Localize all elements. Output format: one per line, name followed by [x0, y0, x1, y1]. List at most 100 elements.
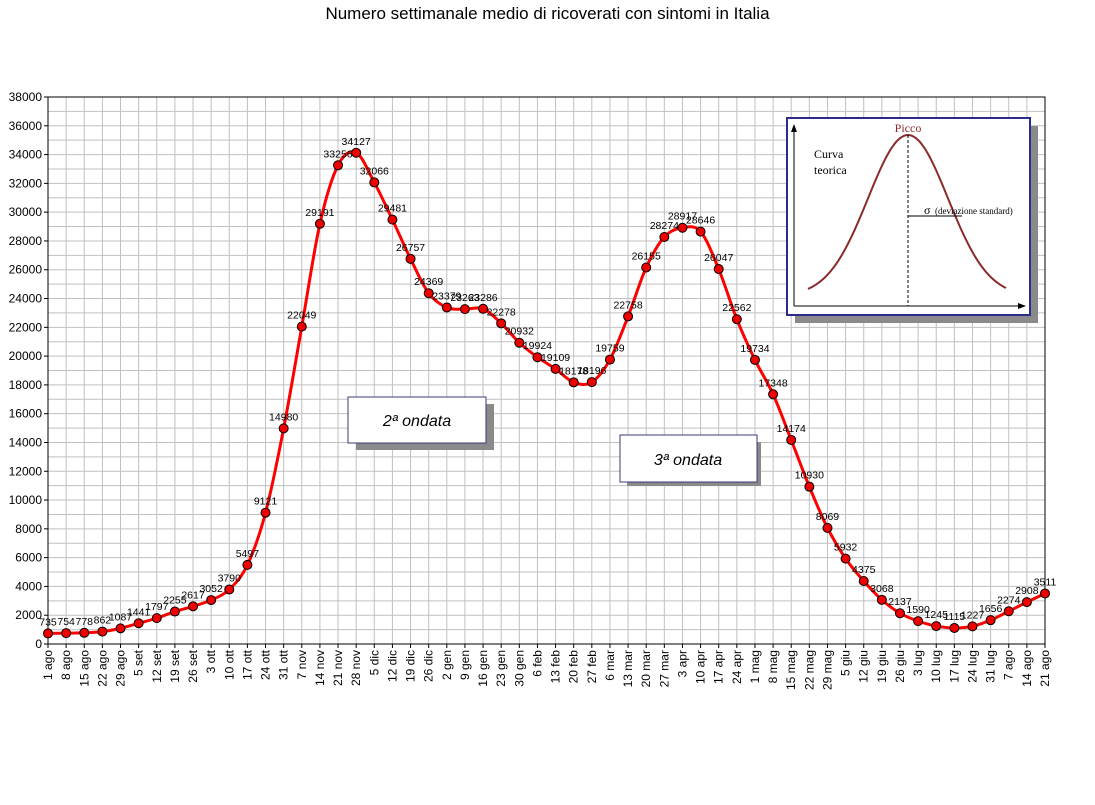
data-point — [586, 377, 597, 388]
data-point — [459, 304, 470, 315]
data-label: 1115 — [943, 611, 965, 623]
data-label: 14980 — [269, 411, 298, 423]
y-tick-label: 38000 — [9, 90, 43, 104]
data-point — [949, 622, 960, 633]
data-label: 5932 — [834, 542, 858, 554]
chart-title: Numero settimanale medio di ricoverati c… — [325, 4, 770, 23]
data-label: 3790 — [218, 572, 242, 584]
y-tick-label: 36000 — [9, 119, 43, 133]
data-label: 22278 — [487, 306, 516, 318]
data-label: 29191 — [305, 207, 334, 219]
data-point — [641, 262, 652, 273]
x-tick-label: 21 ago — [1038, 650, 1052, 687]
data-point — [43, 628, 53, 639]
data-point — [913, 616, 924, 627]
data-point — [478, 303, 489, 314]
annotation-second-wave: 2ª ondata — [347, 396, 494, 450]
data-label: 2137 — [888, 596, 912, 608]
data-label: 1245 — [925, 609, 949, 621]
y-tick-label: 22000 — [9, 320, 43, 334]
x-tick-label: 12 giu — [857, 650, 871, 683]
data-label: 23379 — [432, 290, 461, 302]
data-point — [296, 321, 307, 332]
data-point — [550, 363, 561, 374]
data-point — [79, 627, 90, 638]
data-label: 32066 — [360, 165, 389, 177]
data-point — [1003, 606, 1014, 617]
x-tick-label: 19 giu — [875, 650, 889, 683]
y-tick-label: 14000 — [9, 435, 43, 449]
x-tick-label: 10 lug — [929, 650, 943, 683]
x-tick-label: 8 ago — [59, 650, 73, 680]
data-point — [61, 628, 72, 639]
data-label: 3511 — [1034, 576, 1057, 588]
y-tick-label: 20000 — [9, 349, 43, 363]
data-label: 1590 — [906, 604, 930, 616]
y-tick-label: 18000 — [9, 378, 43, 392]
x-tick-label: 1 mag — [748, 650, 762, 683]
data-label: 754 — [57, 616, 75, 628]
x-tick-label: 30 gen — [512, 650, 526, 687]
y-tick-label: 0 — [35, 637, 42, 651]
data-label: 2255 — [163, 595, 187, 607]
data-label: 26047 — [704, 252, 733, 264]
y-tick-label: 34000 — [9, 148, 43, 162]
x-tick-label: 3 ott — [204, 649, 218, 673]
data-point — [604, 354, 615, 365]
x-tick-label: 6 feb — [530, 650, 544, 677]
data-point — [840, 553, 851, 564]
x-tick-label: 14 ago — [1020, 650, 1034, 687]
data-label: 2617 — [181, 589, 205, 601]
data-label: 24369 — [414, 276, 443, 288]
data-label: 862 — [94, 615, 112, 627]
x-tick-label: 2 gen — [440, 650, 454, 680]
data-point — [1021, 597, 1032, 608]
data-label: 735 — [39, 616, 57, 628]
data-point — [695, 226, 706, 237]
x-tick-label: 15 ago — [77, 650, 91, 687]
x-tick-label: 17 apr — [712, 650, 726, 684]
data-point — [188, 601, 199, 612]
data-label: 1441 — [127, 606, 151, 618]
x-tick-label: 1 ago — [41, 650, 55, 680]
annotation-third-wave: 3ª ondata — [619, 434, 761, 486]
data-label: 19759 — [595, 343, 624, 355]
inset-theoretical-curve: Picco Curva teorica σ (deviazione standa… — [786, 117, 1038, 323]
data-point — [423, 288, 434, 299]
data-label: 26155 — [632, 251, 661, 263]
x-tick-label: 20 mar — [639, 650, 653, 687]
data-point — [713, 264, 724, 275]
data-point — [333, 160, 344, 171]
data-point — [387, 214, 398, 225]
data-point — [931, 621, 942, 632]
y-tick-label: 6000 — [15, 551, 42, 565]
data-point — [169, 606, 180, 617]
series-line — [43, 147, 1050, 639]
y-tick-label: 8000 — [15, 522, 42, 536]
data-label: 3052 — [199, 583, 223, 595]
x-tick-label: 28 nov — [349, 650, 363, 686]
inset-curve-label-2: teorica — [814, 163, 847, 177]
data-label: 1797 — [145, 601, 169, 613]
data-point — [405, 253, 416, 264]
data-point — [351, 147, 362, 158]
data-point — [206, 595, 217, 606]
y-tick-label: 26000 — [9, 263, 43, 277]
data-point — [115, 623, 126, 634]
y-tick-label: 10000 — [9, 493, 43, 507]
data-label: 17348 — [758, 377, 787, 389]
data-point — [97, 626, 108, 637]
data-point — [768, 389, 779, 400]
y-tick-label: 2000 — [15, 608, 42, 622]
data-label: 1087 — [109, 611, 133, 623]
inset-peak-label: Picco — [895, 121, 922, 135]
x-tick-label: 10 apr — [694, 650, 708, 684]
inset-x-axis-arrow — [1018, 303, 1026, 309]
y-tick-label: 12000 — [9, 464, 43, 478]
inset-sigma-symbol: σ — [924, 203, 931, 217]
x-tick-labels: 1 ago 8 ago 15 ago 22 ago 29 ago 5 set 12 set 1… — [41, 644, 1052, 690]
x-tick-label: 14 nov — [313, 650, 327, 686]
x-tick-label: 8 mag — [766, 650, 780, 683]
y-tick-label: 28000 — [9, 234, 43, 248]
x-tick-label: 19 set — [168, 649, 182, 682]
